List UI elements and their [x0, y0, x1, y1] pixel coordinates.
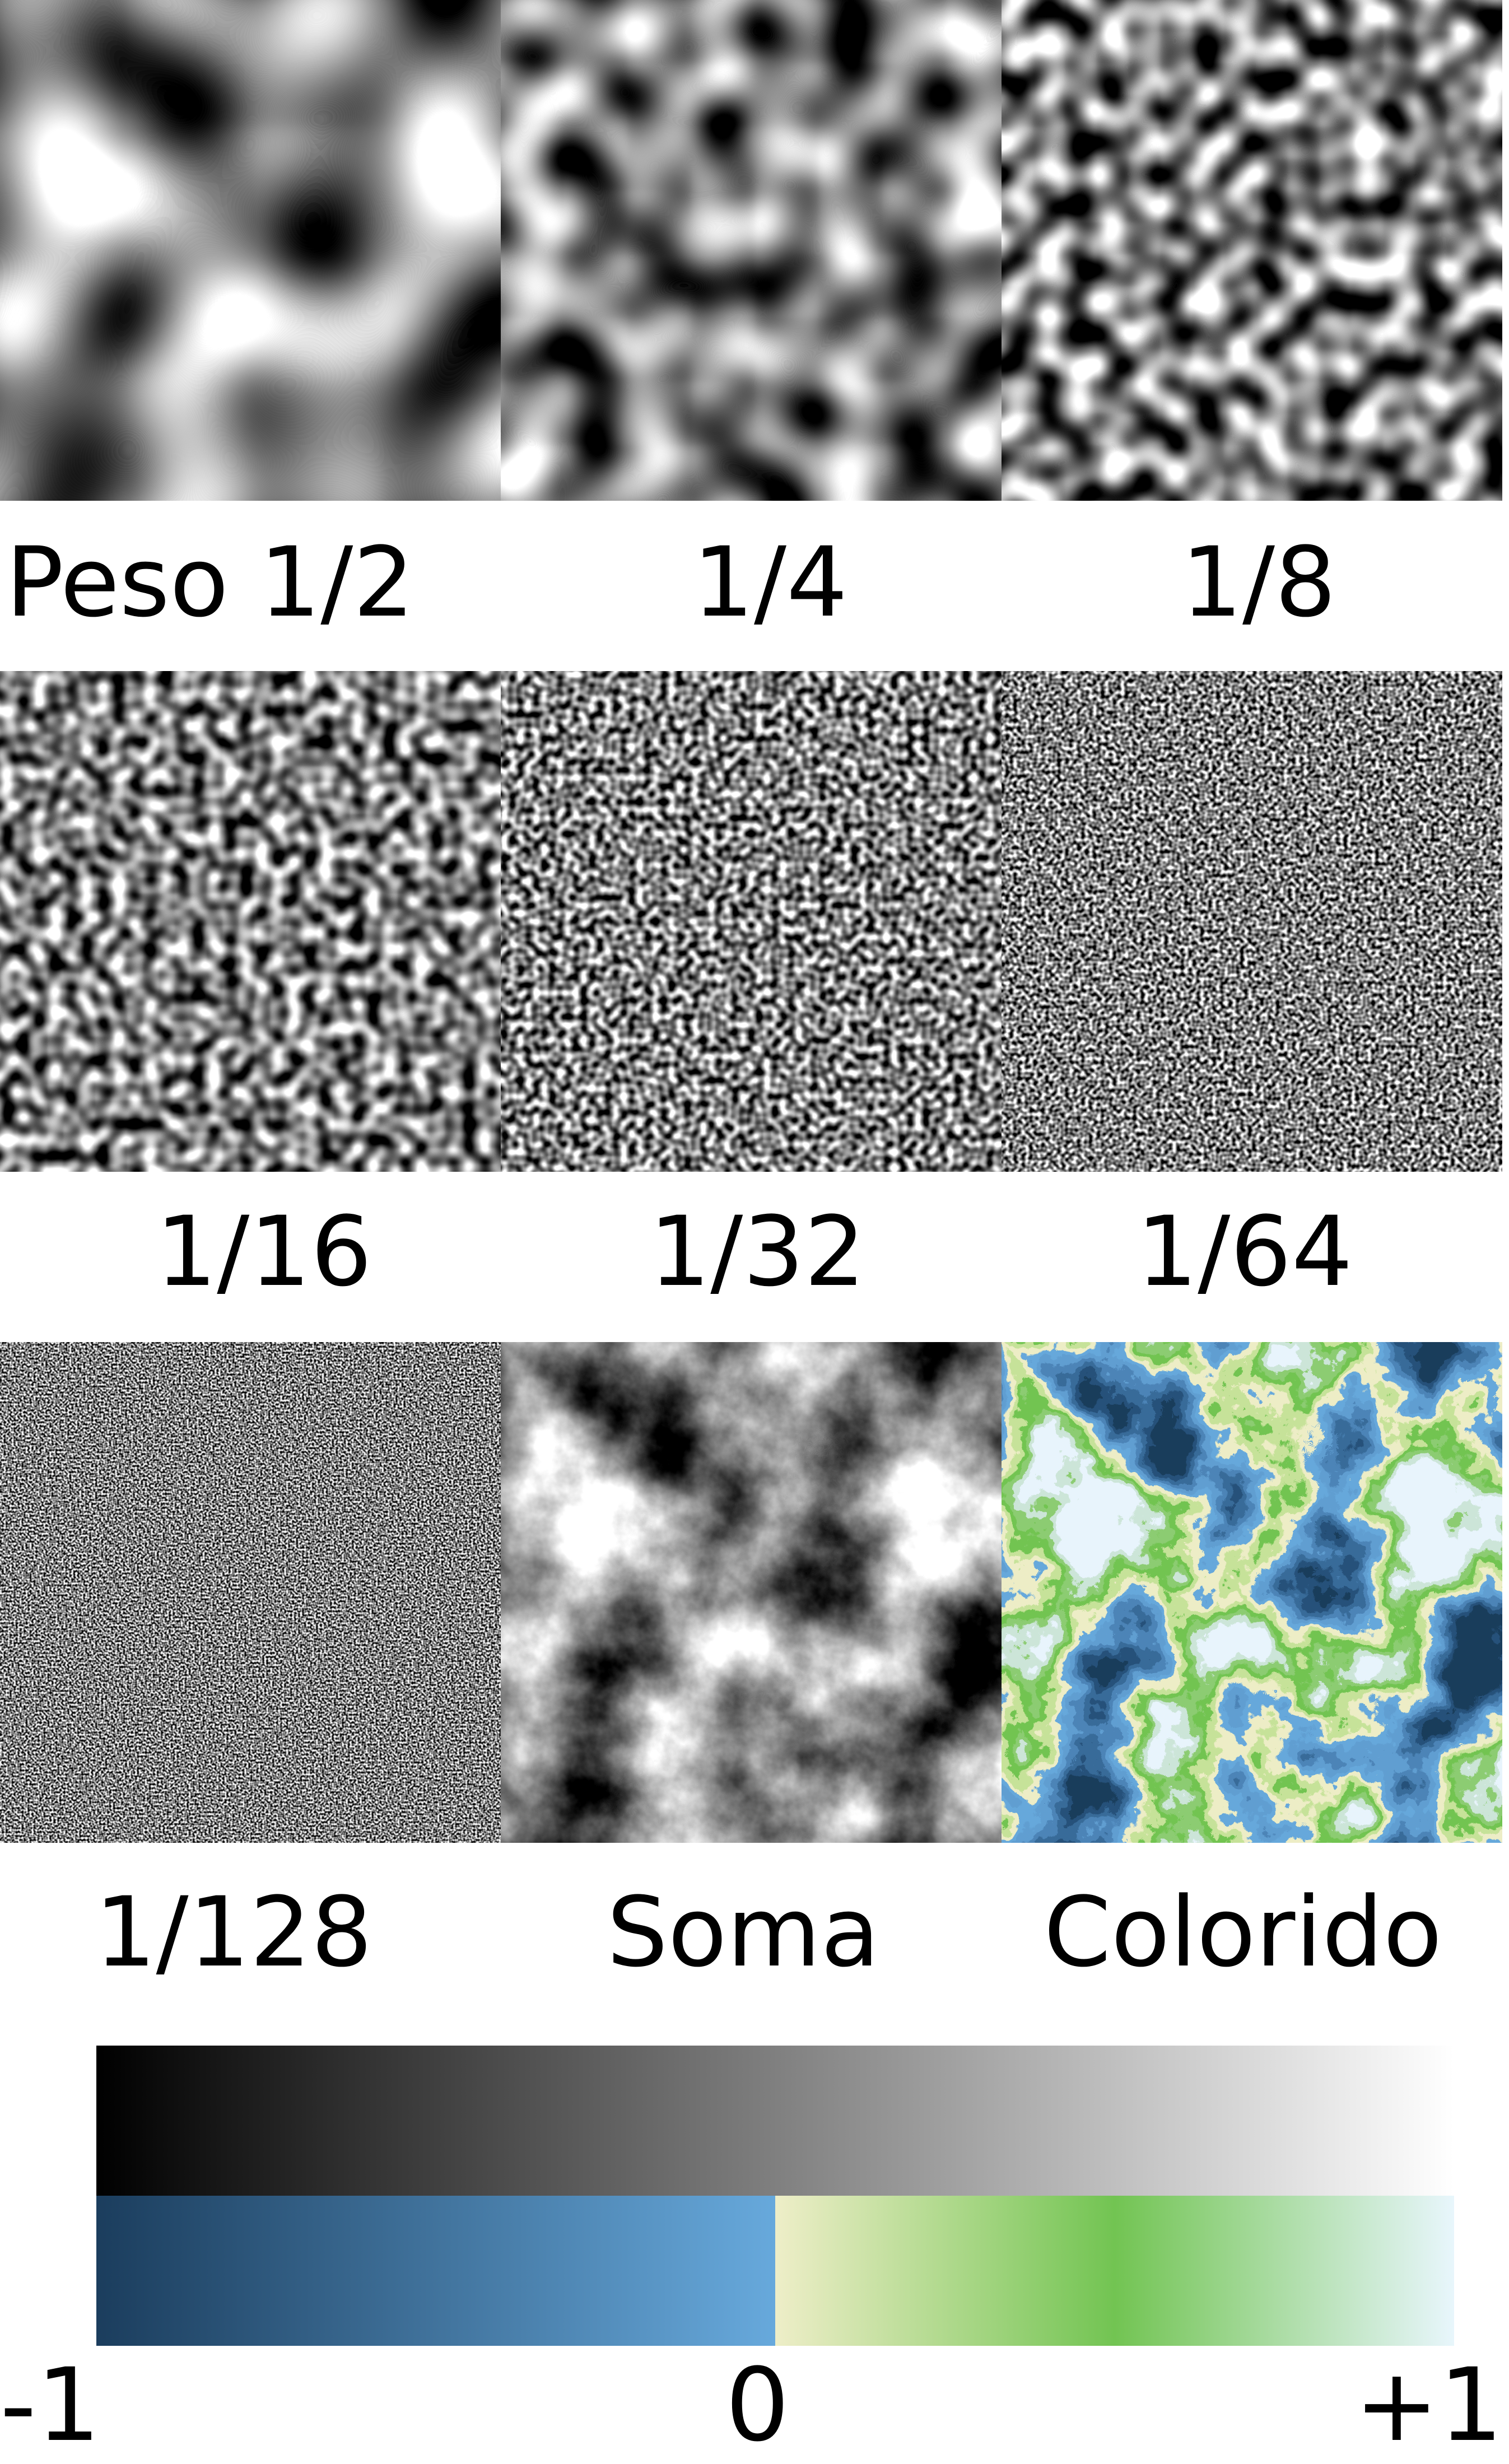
noise-texture	[1002, 1342, 1502, 1843]
label-eighth: 1/8	[1181, 526, 1336, 639]
color-scale-bar	[96, 2196, 1454, 2346]
label-128th: 1/128	[95, 1876, 372, 1988]
label-sixtyfourth: 1/64	[1136, 1195, 1353, 1308]
noise-texture	[501, 0, 1002, 501]
scale-tick-max: +1	[1354, 2347, 1503, 2464]
label-thirtysecond: 1/32	[649, 1195, 866, 1308]
noise-panel-thirtysecond	[501, 671, 1002, 1172]
noise-panel-eighth	[1002, 0, 1502, 501]
noise-panel-sixtyfourth	[1002, 671, 1502, 1172]
noise-texture	[501, 1342, 1002, 1843]
label-colorido: Colorido	[1044, 1876, 1442, 1988]
noise-texture	[1002, 671, 1502, 1172]
label-quarter: 1/4	[692, 526, 848, 639]
grayscale-bar	[96, 2046, 1454, 2196]
noise-panel-quarter	[501, 0, 1002, 501]
noise-texture	[1002, 0, 1502, 501]
noise-texture	[0, 0, 501, 501]
noise-texture	[0, 671, 501, 1172]
noise-panel-sixteenth	[0, 671, 501, 1172]
scale-tick-min: -1	[0, 2347, 101, 2464]
label-soma: Soma	[607, 1876, 880, 1988]
noise-panel-colored	[1002, 1342, 1502, 1843]
label-peso-half: Peso 1/2	[6, 526, 414, 639]
label-sixteenth: 1/16	[155, 1195, 372, 1308]
noise-texture	[0, 1342, 501, 1843]
noise-panel-sum	[501, 1342, 1002, 1843]
scale-tick-zero: 0	[725, 2347, 790, 2464]
noise-panel-128th	[0, 1342, 501, 1843]
noise-panel-half	[0, 0, 501, 501]
noise-texture	[501, 671, 1002, 1172]
